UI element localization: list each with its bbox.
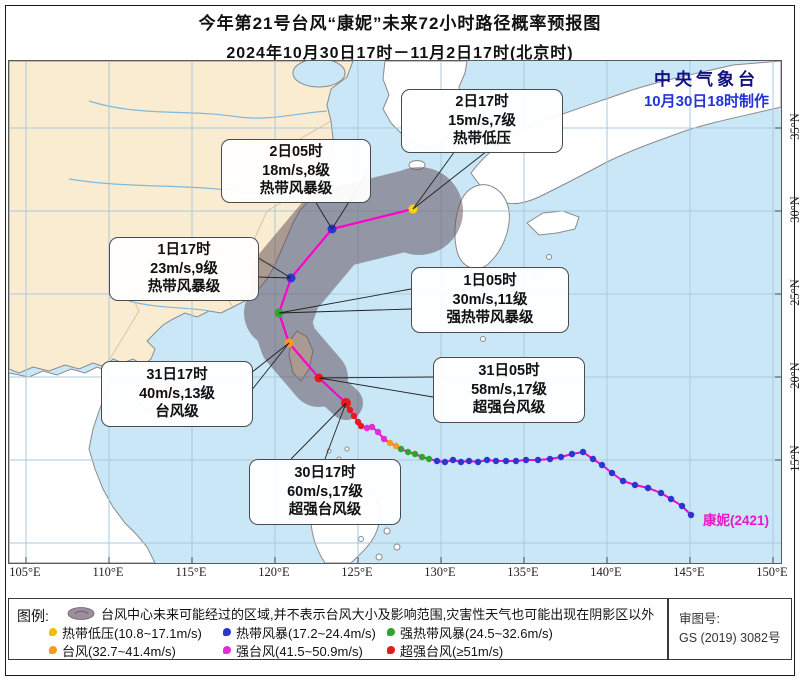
callout-wind: 30m/s,11级 xyxy=(452,291,528,308)
lon-tick-label: 130°E xyxy=(424,565,456,579)
approval-label: 审图号: xyxy=(679,612,720,627)
lon-tick-label: 150°E xyxy=(756,565,788,579)
japan-honshu xyxy=(470,60,782,205)
callout-time: 2日17时 xyxy=(455,93,509,110)
callout-wind: 15m/s,7级 xyxy=(448,112,516,129)
lon-tick-label: 115°E xyxy=(175,565,207,579)
intensity-dot-icon xyxy=(387,628,395,636)
latitude-axis: 35°N 30°N 25°N 20°N 15°N xyxy=(780,60,800,562)
longitude-axis: 105°E 110°E 115°E 120°E 125°E 130°E 135°E 140°E… xyxy=(8,565,787,581)
legend-item-label: 超强台风(≥51m/s) xyxy=(400,643,504,659)
issue-time: 10月30日18时制作 xyxy=(643,92,769,110)
legend-item: 热带风暴(17.2~24.4m/s) xyxy=(223,623,381,641)
intensity-dot-icon xyxy=(49,628,57,636)
agency-block: 中央气象台 10月30日18时制作 xyxy=(644,69,769,112)
callout-wind: 60m/s,17级 xyxy=(287,483,363,500)
callout-level: 强热带风暴级 xyxy=(446,310,534,327)
lon-tick-label: 120°E xyxy=(258,565,290,579)
lon-tick-label: 105°E xyxy=(9,565,41,579)
map-approval-panel: 审图号: GS (2019) 3082号 xyxy=(668,598,792,660)
callout-time: 1日05时 xyxy=(463,272,517,289)
callout-level: 热带低压 xyxy=(453,131,511,148)
lat-tick-label: 20°N xyxy=(787,362,800,389)
legend-item-label: 台风(32.7~41.4m/s) xyxy=(62,643,176,659)
intensity-dot-icon xyxy=(387,646,395,654)
bohai-gulf xyxy=(292,58,346,88)
forecast-callout-30日17时: 30日17时 60m/s,17级 超强台风级 xyxy=(249,459,401,525)
callout-time: 31日17时 xyxy=(146,366,208,383)
legend-panel: 图例: 台风中心未来可能经过的区域,并不表示台风大小及影响范围,灾害性天气也可能… xyxy=(8,598,668,660)
lat-tick-label: 15°N xyxy=(787,445,800,472)
callout-time: 2日05时 xyxy=(269,143,323,160)
legend-items: 热带低压(10.8~17.1m/s) 热带风暴(17.2~24.4m/s) 强热带风… xyxy=(49,623,553,659)
legend-item-label: 强热带风暴(24.5~32.6m/s) xyxy=(400,625,553,641)
lon-tick-label: 135°E xyxy=(507,565,539,579)
cone-swatch-icon xyxy=(67,607,95,620)
callout-level: 热带风暴级 xyxy=(147,279,221,296)
callout-wind: 40m/s,13级 xyxy=(139,385,215,402)
agency-name: 中央气象台 xyxy=(653,70,759,89)
lat-tick-label: 35°N xyxy=(787,113,800,140)
philippine-islets xyxy=(326,446,401,561)
japan-shikoku xyxy=(526,210,580,236)
japan-kyushu xyxy=(454,184,510,269)
lat-tick-label: 25°N xyxy=(787,279,800,306)
callout-wind: 23m/s,9级 xyxy=(150,260,218,277)
callout-time: 1日17时 xyxy=(157,241,211,258)
forecast-callout-31日17时: 31日17时 40m/s,13级 台风级 xyxy=(101,361,253,427)
callout-level: 超强台风级 xyxy=(288,502,362,519)
callout-level: 台风级 xyxy=(155,404,199,421)
legend-item-label: 强台风(41.5~50.9m/s) xyxy=(236,643,363,659)
figure-title: 今年第21号台风“康妮”未来72小时路径概率预报图 xyxy=(198,14,602,33)
legend-item: 强台风(41.5~50.9m/s) xyxy=(223,641,381,659)
callout-wind: 18m/s,8级 xyxy=(262,162,330,179)
intensity-dot-icon xyxy=(49,646,57,654)
callout-time: 30日17时 xyxy=(294,464,356,481)
title-block: 今年第21号台风“康妮”未来72小时路径概率预报图 2024年10月30日17时… xyxy=(0,9,800,63)
legend-item-label: 热带风暴(17.2~24.4m/s) xyxy=(236,625,376,641)
legend-cone-row: 台风中心未来可能经过的区域,并不表示台风大小及影响范围,灾害性天气也可能出现在阴… xyxy=(65,604,654,623)
lon-tick-label: 145°E xyxy=(673,565,705,579)
approval-number: GS (2019) 3082号 xyxy=(679,631,781,645)
intensity-dot-icon xyxy=(223,628,231,636)
storm-name-label: 康妮(2421) xyxy=(703,513,770,528)
indochina-peninsula xyxy=(8,366,156,564)
callout-level: 超强台风级 xyxy=(472,400,546,417)
legend-item: 热带低压(10.8~17.1m/s) xyxy=(49,623,217,641)
callout-time: 31日05时 xyxy=(478,362,540,379)
figure-subtitle: 2024年10月30日17时－11月2日17时(北京时) xyxy=(226,45,574,62)
legend-item: 超强台风(≥51m/s) xyxy=(387,641,553,659)
forecast-callout-1日05时: 1日05时 30m/s,11级 强热带风暴级 xyxy=(411,267,569,333)
legend-item: 强热带风暴(24.5~32.6m/s) xyxy=(387,623,553,641)
lon-tick-label: 140°E xyxy=(590,565,622,579)
legend-item: 台风(32.7~41.4m/s) xyxy=(49,641,217,659)
lat-tick-label: 30°N xyxy=(787,196,800,223)
legend-title: 图例: xyxy=(17,608,49,624)
lon-tick-label: 110°E xyxy=(92,565,124,579)
legend-item-label: 热带低压(10.8~17.1m/s) xyxy=(62,625,202,641)
lon-tick-label: 125°E xyxy=(341,565,373,579)
forecast-callout-31日05时: 31日05时 58m/s,17级 超强台风级 xyxy=(433,357,585,423)
cone-description: 台风中心未来可能经过的区域,并不表示台风大小及影响范围,灾害性天气也可能出现在阴… xyxy=(101,607,655,622)
forecast-callout-1日17时: 1日17时 23m/s,9级 热带风暴级 xyxy=(109,237,259,301)
map-panel: 中央气象台 10月30日18时制作 康妮(2421) 2日17时 15m/s,7级… xyxy=(8,58,782,564)
intensity-dot-icon xyxy=(223,646,231,654)
forecast-callout-2日17时: 2日17时 15m/s,7级 热带低压 xyxy=(401,89,563,153)
callout-wind: 58m/s,17级 xyxy=(471,381,547,398)
callout-level: 热带风暴级 xyxy=(259,181,333,198)
forecast-callout-2日05时: 2日05时 18m/s,8级 热带风暴级 xyxy=(221,139,371,203)
